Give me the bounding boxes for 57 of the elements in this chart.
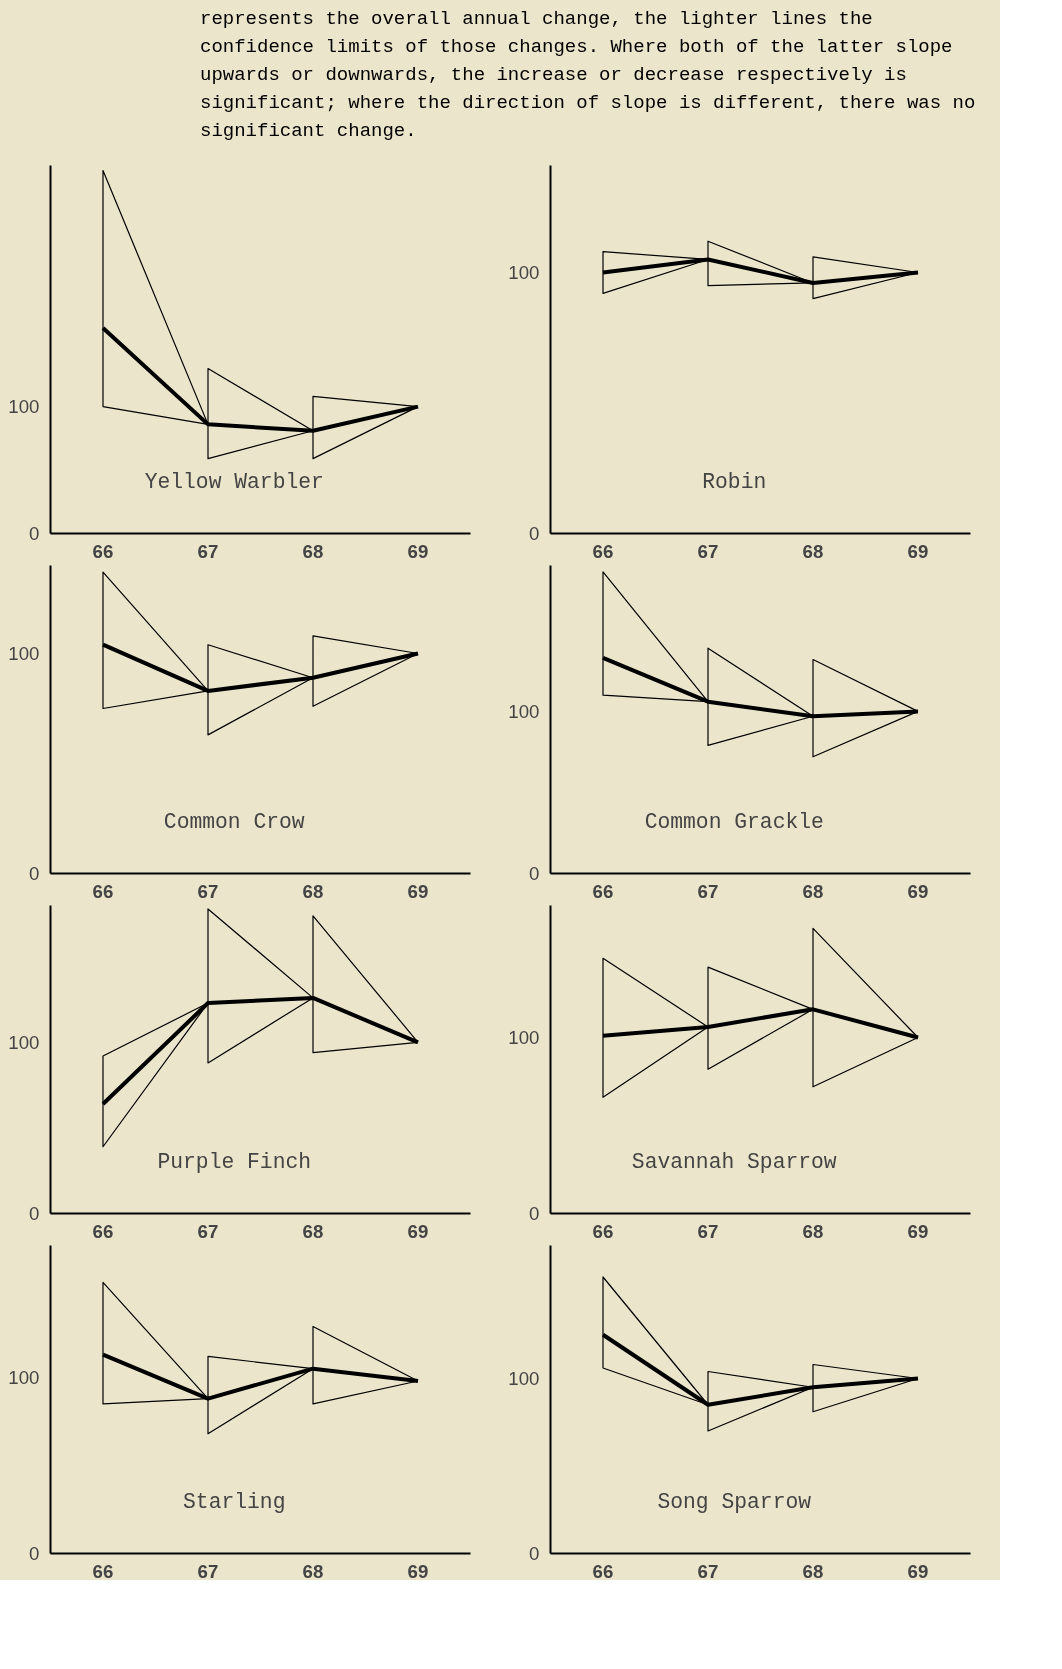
- text: Robin: [702, 469, 767, 494]
- x-tick-label: 67: [697, 1220, 719, 1242]
- x-tick-label: 68: [802, 1560, 824, 1582]
- x-tick-label: 69: [407, 540, 429, 562]
- x-tick-label: 69: [907, 540, 929, 562]
- text: Yellow Warbler: [144, 469, 324, 494]
- y-tick-label: 100: [508, 1027, 540, 1048]
- x-tick-label: 68: [302, 880, 324, 902]
- x-tick-label: 69: [907, 880, 929, 902]
- x-tick-label: 68: [802, 880, 824, 902]
- y-tick-label: 0: [29, 1203, 40, 1224]
- y-tick-label: 0: [529, 1543, 540, 1564]
- x-tick-label: 69: [407, 880, 429, 902]
- text: Purple Finch: [157, 1149, 312, 1174]
- y-tick-label: 100: [508, 262, 540, 284]
- x-tick-label: 66: [92, 1220, 114, 1242]
- text: Common Grackle: [644, 809, 824, 834]
- x-tick-label: 69: [907, 1220, 929, 1242]
- y-tick-label: 0: [29, 1543, 40, 1564]
- y-tick-label: 100: [8, 1031, 40, 1053]
- x-tick-label: 69: [907, 1560, 929, 1582]
- x-tick-label: 67: [197, 880, 219, 902]
- x-tick-label: 66: [592, 540, 614, 562]
- x-tick-label: 67: [197, 1560, 219, 1582]
- text: Common Crow: [163, 809, 305, 834]
- x-tick-label: 68: [802, 540, 824, 562]
- y-tick-label: 0: [529, 523, 540, 544]
- x-tick-label: 67: [197, 540, 219, 562]
- y-tick-label: 100: [508, 1368, 540, 1389]
- x-tick-label: 66: [592, 880, 614, 902]
- x-tick-label: 68: [302, 540, 324, 562]
- y-tick-label: 100: [8, 396, 40, 418]
- x-tick-label: 66: [592, 1560, 614, 1582]
- text: Song Sparrow: [657, 1489, 812, 1514]
- x-tick-label: 68: [302, 1220, 324, 1242]
- y-tick-label: 0: [529, 863, 540, 884]
- x-tick-label: 67: [697, 1560, 719, 1582]
- x-tick-label: 68: [302, 1560, 324, 1582]
- y-tick-label: 100: [8, 643, 40, 664]
- x-tick-label: 67: [697, 880, 719, 902]
- y-tick-label: 0: [529, 1203, 540, 1224]
- x-tick-label: 66: [92, 540, 114, 562]
- x-tick-label: 67: [697, 540, 719, 562]
- y-tick-label: 0: [29, 863, 40, 884]
- x-tick-label: 68: [802, 1220, 824, 1242]
- text: represents the overall annual change, the lighter lines the confidence limits of those changes. Where both of the latter slope upwards or downwards, the increase or decrease respectively is significant; where the direction of slope is different, there was no significant change.: [200, 7, 977, 144]
- text: Savannah Sparrow: [631, 1149, 837, 1174]
- y-tick-label: 100: [8, 1367, 40, 1388]
- x-tick-label: 69: [407, 1560, 429, 1582]
- y-tick-label: 0: [29, 523, 40, 544]
- x-tick-label: 69: [407, 1220, 429, 1242]
- y-tick-label: 100: [508, 700, 540, 722]
- x-tick-label: 67: [197, 1220, 219, 1242]
- x-tick-label: 66: [92, 880, 114, 902]
- x-tick-label: 66: [92, 1560, 114, 1582]
- x-tick-label: 66: [592, 1220, 614, 1242]
- text: Starling: [183, 1489, 286, 1514]
